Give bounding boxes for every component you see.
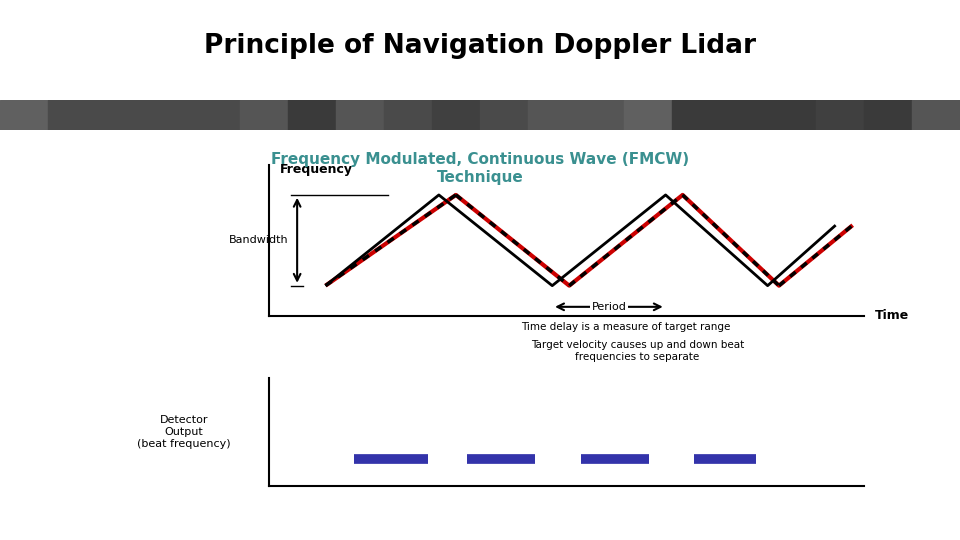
- Bar: [528, 100, 576, 130]
- Bar: [192, 100, 240, 130]
- Bar: [624, 100, 672, 130]
- Text: Bandwidth: Bandwidth: [229, 235, 289, 245]
- Bar: [336, 100, 384, 130]
- Bar: [816, 100, 864, 130]
- Text: Technique: Technique: [437, 170, 523, 185]
- Bar: [480, 100, 528, 130]
- Bar: [384, 100, 432, 130]
- Bar: [912, 100, 960, 130]
- Bar: [96, 100, 144, 130]
- Bar: [144, 100, 192, 130]
- Text: Time delay is a measure of target range: Time delay is a measure of target range: [521, 322, 731, 332]
- Bar: [288, 100, 336, 130]
- Text: Detector
Output
(beat frequency): Detector Output (beat frequency): [137, 415, 230, 449]
- Bar: [864, 100, 912, 130]
- Text: Time: Time: [876, 309, 909, 322]
- Bar: [720, 100, 768, 130]
- Bar: [432, 100, 480, 130]
- Bar: [768, 100, 816, 130]
- Text: Frequency Modulated, Continuous Wave (FMCW): Frequency Modulated, Continuous Wave (FM…: [271, 152, 689, 167]
- Text: Frequency: Frequency: [280, 163, 353, 176]
- Bar: [672, 100, 720, 130]
- Bar: [576, 100, 624, 130]
- Text: Period: Period: [591, 302, 626, 312]
- Text: Target velocity causes up and down beat
frequencies to separate: Target velocity causes up and down beat …: [531, 340, 744, 362]
- Bar: [0, 100, 48, 130]
- Text: Principle of Navigation Doppler Lidar: Principle of Navigation Doppler Lidar: [204, 33, 756, 59]
- Bar: [240, 100, 288, 130]
- Bar: [48, 100, 96, 130]
